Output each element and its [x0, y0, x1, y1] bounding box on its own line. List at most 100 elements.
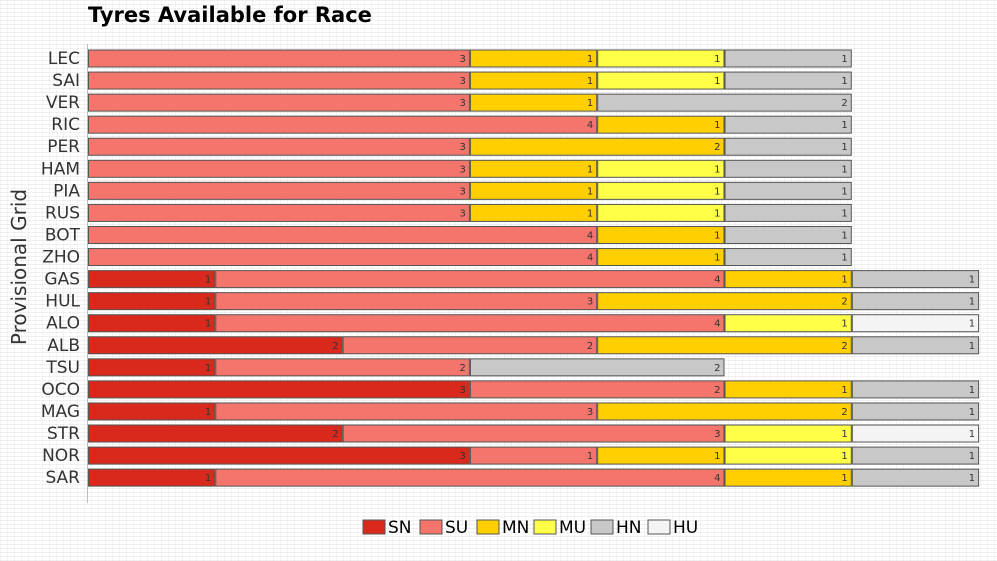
bar-segment-pia-mu — [597, 181, 725, 200]
legend-label-hn: HN — [616, 518, 642, 538]
bar-segment-nor-sn — [88, 446, 470, 465]
data-label-alo-su: 4 — [714, 319, 720, 330]
bar-segment-ham-hn — [724, 159, 852, 178]
data-label-pia-mn: 1 — [587, 186, 593, 197]
driver-label-nor: NOR — [42, 446, 80, 466]
data-label-alb-hn: 1 — [969, 341, 975, 352]
data-label-mag-su: 3 — [587, 407, 593, 418]
driver-label-oco: OCO — [41, 380, 80, 400]
data-label-sar-su: 4 — [714, 473, 720, 484]
data-label-lec-mu: 1 — [714, 54, 720, 65]
bar-segment-lec-mu — [597, 49, 725, 68]
driver-label-pia: PIA — [53, 181, 80, 201]
data-label-ver-su: 3 — [460, 98, 466, 109]
bar-segment-bot-hn — [724, 225, 852, 244]
bar-segment-lec-su — [88, 49, 470, 68]
data-label-tsu-hn: 2 — [714, 363, 720, 374]
data-label-str-hu: 1 — [969, 429, 975, 440]
bar-segment-str-hu — [851, 424, 980, 443]
bar-segment-zho-su — [88, 248, 598, 267]
bar-segment-alb-hn — [851, 336, 980, 355]
driver-label-zho: ZHO — [42, 248, 80, 268]
data-label-alo-mu: 1 — [841, 319, 847, 330]
bar-segment-zho-hn — [724, 248, 852, 267]
bar-segment-oco-hn — [851, 380, 980, 399]
bar-segment-gas-hn — [851, 270, 980, 289]
data-label-ham-hn: 1 — [841, 164, 847, 175]
data-label-tsu-sn: 1 — [205, 363, 211, 374]
bars-group: LEC 3 1 1 1 SAI 3 1 1 1 VER 3 1 2 RIC 4 1 1 PER 3 2 1 HAM 3 1 1 1 P… — [41, 49, 980, 488]
bar-segment-sar-hn — [851, 468, 980, 487]
legend-label-sn: SN — [388, 518, 412, 538]
bar-segment-pia-su — [88, 181, 470, 200]
bar-segment-lec-hn — [724, 49, 852, 68]
bar-segment-sar-mn — [724, 468, 852, 487]
data-label-sar-mn: 1 — [841, 473, 847, 484]
data-label-nor-mn: 1 — [714, 451, 720, 462]
legend-swatch-mn — [476, 519, 500, 535]
bar-segment-alo-sn — [88, 314, 216, 333]
y-axis-label: Provisional Grid — [7, 189, 31, 345]
driver-label-alb: ALB — [47, 336, 80, 356]
bar-segment-nor-mn — [597, 446, 725, 465]
data-label-hul-su: 3 — [587, 297, 593, 308]
data-label-zho-hn: 1 — [841, 253, 847, 264]
driver-label-sai: SAI — [52, 71, 80, 91]
bar-segment-ric-hn — [724, 115, 852, 134]
bar-segment-ric-su — [88, 115, 598, 134]
bar-segment-tsu-hn — [469, 358, 725, 377]
driver-label-alo: ALO — [46, 314, 80, 334]
bar-segment-ham-mu — [597, 159, 725, 178]
bar-segment-ham-su — [88, 159, 470, 178]
data-label-rus-hn: 1 — [841, 208, 847, 219]
data-label-lec-su: 3 — [460, 54, 466, 65]
bar-segment-hul-mn — [597, 292, 852, 311]
bar-segment-nor-su — [469, 446, 598, 465]
bar-segment-bot-su — [88, 225, 598, 244]
data-label-pia-su: 3 — [460, 186, 466, 197]
data-label-oco-su: 2 — [714, 385, 720, 396]
legend-swatch-hu — [647, 519, 671, 535]
bar-segment-zho-mn — [597, 248, 725, 267]
driver-label-rus: RUS — [45, 203, 80, 223]
data-label-nor-hn: 1 — [969, 451, 975, 462]
driver-label-ver: VER — [46, 93, 80, 113]
bar-segment-lec-mn — [469, 49, 598, 68]
data-label-ham-mu: 1 — [714, 164, 720, 175]
bar-segment-ver-mn — [469, 93, 598, 112]
data-label-mag-sn: 1 — [205, 407, 211, 418]
data-label-mag-mn: 2 — [841, 407, 847, 418]
driver-label-ham: HAM — [41, 159, 80, 179]
data-label-alb-su: 2 — [587, 341, 593, 352]
driver-label-tsu: TSU — [45, 358, 80, 378]
data-label-sar-hn: 1 — [969, 473, 975, 484]
data-label-rus-mn: 1 — [587, 208, 593, 219]
bar-segment-hul-hn — [851, 292, 980, 311]
bar-segment-mag-hn — [851, 402, 980, 421]
data-label-per-hn: 1 — [841, 142, 847, 153]
data-label-per-su: 3 — [460, 142, 466, 153]
data-label-oco-sn: 3 — [460, 385, 466, 396]
driver-label-hul: HUL — [45, 292, 80, 312]
data-label-lec-hn: 1 — [841, 54, 847, 65]
data-label-ham-su: 3 — [460, 164, 466, 175]
bar-segment-alo-su — [215, 314, 725, 333]
bar-segment-per-mn — [469, 137, 725, 156]
bar-segment-sai-su — [88, 71, 470, 90]
bar-segment-mag-sn — [88, 402, 216, 421]
data-label-nor-su: 1 — [587, 451, 593, 462]
data-label-ric-mn: 1 — [714, 120, 720, 131]
bar-segment-per-su — [88, 137, 470, 156]
driver-label-gas: GAS — [44, 270, 80, 290]
bar-segment-mag-su — [215, 402, 598, 421]
data-label-gas-mn: 1 — [841, 275, 847, 286]
data-label-rus-mu: 1 — [714, 208, 720, 219]
legend-label-mu: MU — [559, 518, 586, 538]
bar-segment-ham-mn — [469, 159, 598, 178]
bar-segment-alb-mn — [597, 336, 852, 355]
bar-segment-oco-sn — [88, 380, 470, 399]
bar-segment-alo-mu — [724, 314, 852, 333]
data-label-nor-mu: 1 — [841, 451, 847, 462]
data-label-sai-mn: 1 — [587, 76, 593, 87]
driver-label-mag: MAG — [41, 402, 80, 422]
